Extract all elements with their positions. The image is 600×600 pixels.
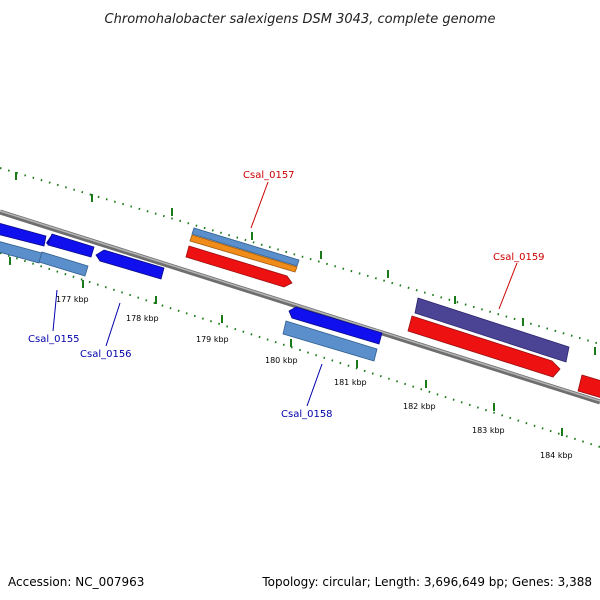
ruler-label: 178 kbp (126, 314, 159, 323)
ruler-label: 182 kbp (403, 402, 436, 411)
inner-tick-ring (0, 252, 600, 448)
accession-text: Accession: NC_007963 (8, 575, 144, 589)
inner-minor-ticks (0, 252, 600, 448)
gene-label-forward[interactable]: Csal_0159 (493, 252, 545, 263)
gene-feature[interactable] (414, 297, 570, 363)
gene-feature[interactable] (0, 222, 47, 247)
ruler-labels: 177 kbp 178 kbp 179 kbp 180 kbp 181 kbp … (56, 295, 573, 460)
gene-labels: Csal_0157 Csal_0159 Csal_0155 Csal_0156 … (28, 170, 545, 420)
gene-feature[interactable] (95, 249, 165, 280)
gene-feature[interactable] (288, 306, 383, 345)
gene-feature[interactable] (38, 251, 89, 277)
label-leader-lines (52, 181, 518, 407)
ruler-label: 179 kbp (196, 335, 229, 344)
gene-feature[interactable] (185, 245, 293, 288)
gene-feature[interactable] (577, 374, 600, 398)
reverse-strand-features-mid (282, 306, 383, 362)
gene-label-reverse[interactable]: Csal_0155 (28, 334, 80, 345)
gene-feature[interactable] (189, 234, 298, 273)
forward-strand-features-mid (185, 227, 300, 288)
genome-backbone (0, 209, 600, 405)
forward-strand-features-right (407, 297, 600, 398)
gene-feature[interactable] (191, 227, 300, 267)
ruler-label: 180 kbp (265, 356, 298, 365)
outer-tick-ring (0, 167, 600, 355)
gene-label-reverse[interactable]: Csal_0156 (80, 349, 132, 360)
gene-feature[interactable] (282, 320, 378, 362)
ruler-label: 177 kbp (56, 295, 89, 304)
gene-feature-arrowhead (46, 234, 52, 245)
gene-label-reverse[interactable]: Csal_0158 (281, 409, 333, 420)
ruler-label: 181 kbp (334, 378, 367, 387)
gene-label-forward[interactable]: Csal_0157 (243, 170, 295, 181)
gene-feature[interactable] (0, 239, 43, 264)
map-title: Chromohalobacter salexigens DSM 3043, co… (105, 12, 496, 27)
outer-major-ticks (15, 172, 596, 355)
ruler-label: 184 kbp (540, 451, 573, 460)
genome-summary-text: Topology: circular; Length: 3,696,649 bp… (261, 575, 592, 589)
gene-feature[interactable] (407, 315, 561, 378)
ruler-label: 183 kbp (472, 426, 505, 435)
reverse-strand-features (0, 222, 165, 280)
inner-major-ticks (9, 257, 563, 436)
